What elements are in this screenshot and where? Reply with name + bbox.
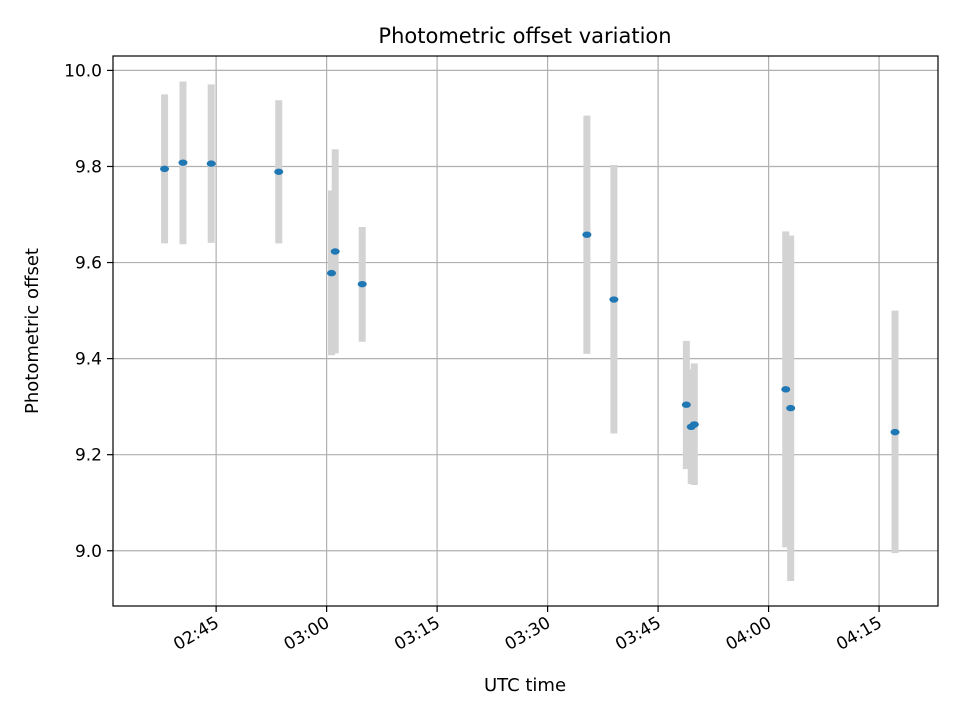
data-point [689,421,699,428]
data-point [357,280,367,288]
y-tick-label: 9.4 [75,350,102,370]
data-point [274,168,284,175]
data-point [582,231,592,238]
plot-area [113,56,938,606]
data-point [178,159,188,166]
grid-lines [113,56,938,606]
plot-frame [112,55,939,607]
y-tick-label: 9.0 [75,542,102,562]
data-point [890,428,900,436]
y-axis-label: Photometric offset [22,248,43,414]
x-axis-label: UTC time [484,675,566,696]
y-tick-label: 10.0 [64,61,102,81]
data-point [681,401,691,408]
data-point [609,296,619,303]
y-tick-label: 9.2 [75,446,102,466]
data-point [327,269,337,277]
y-tick-label: 9.8 [75,157,102,177]
chart-title: Photometric offset variation [378,24,671,48]
data-point [160,165,170,173]
data-point [330,248,340,255]
y-tick-label: 9.6 [75,254,102,274]
data-point [786,404,796,412]
data-point [781,386,791,393]
data-point [206,160,216,167]
data-points [160,159,900,436]
